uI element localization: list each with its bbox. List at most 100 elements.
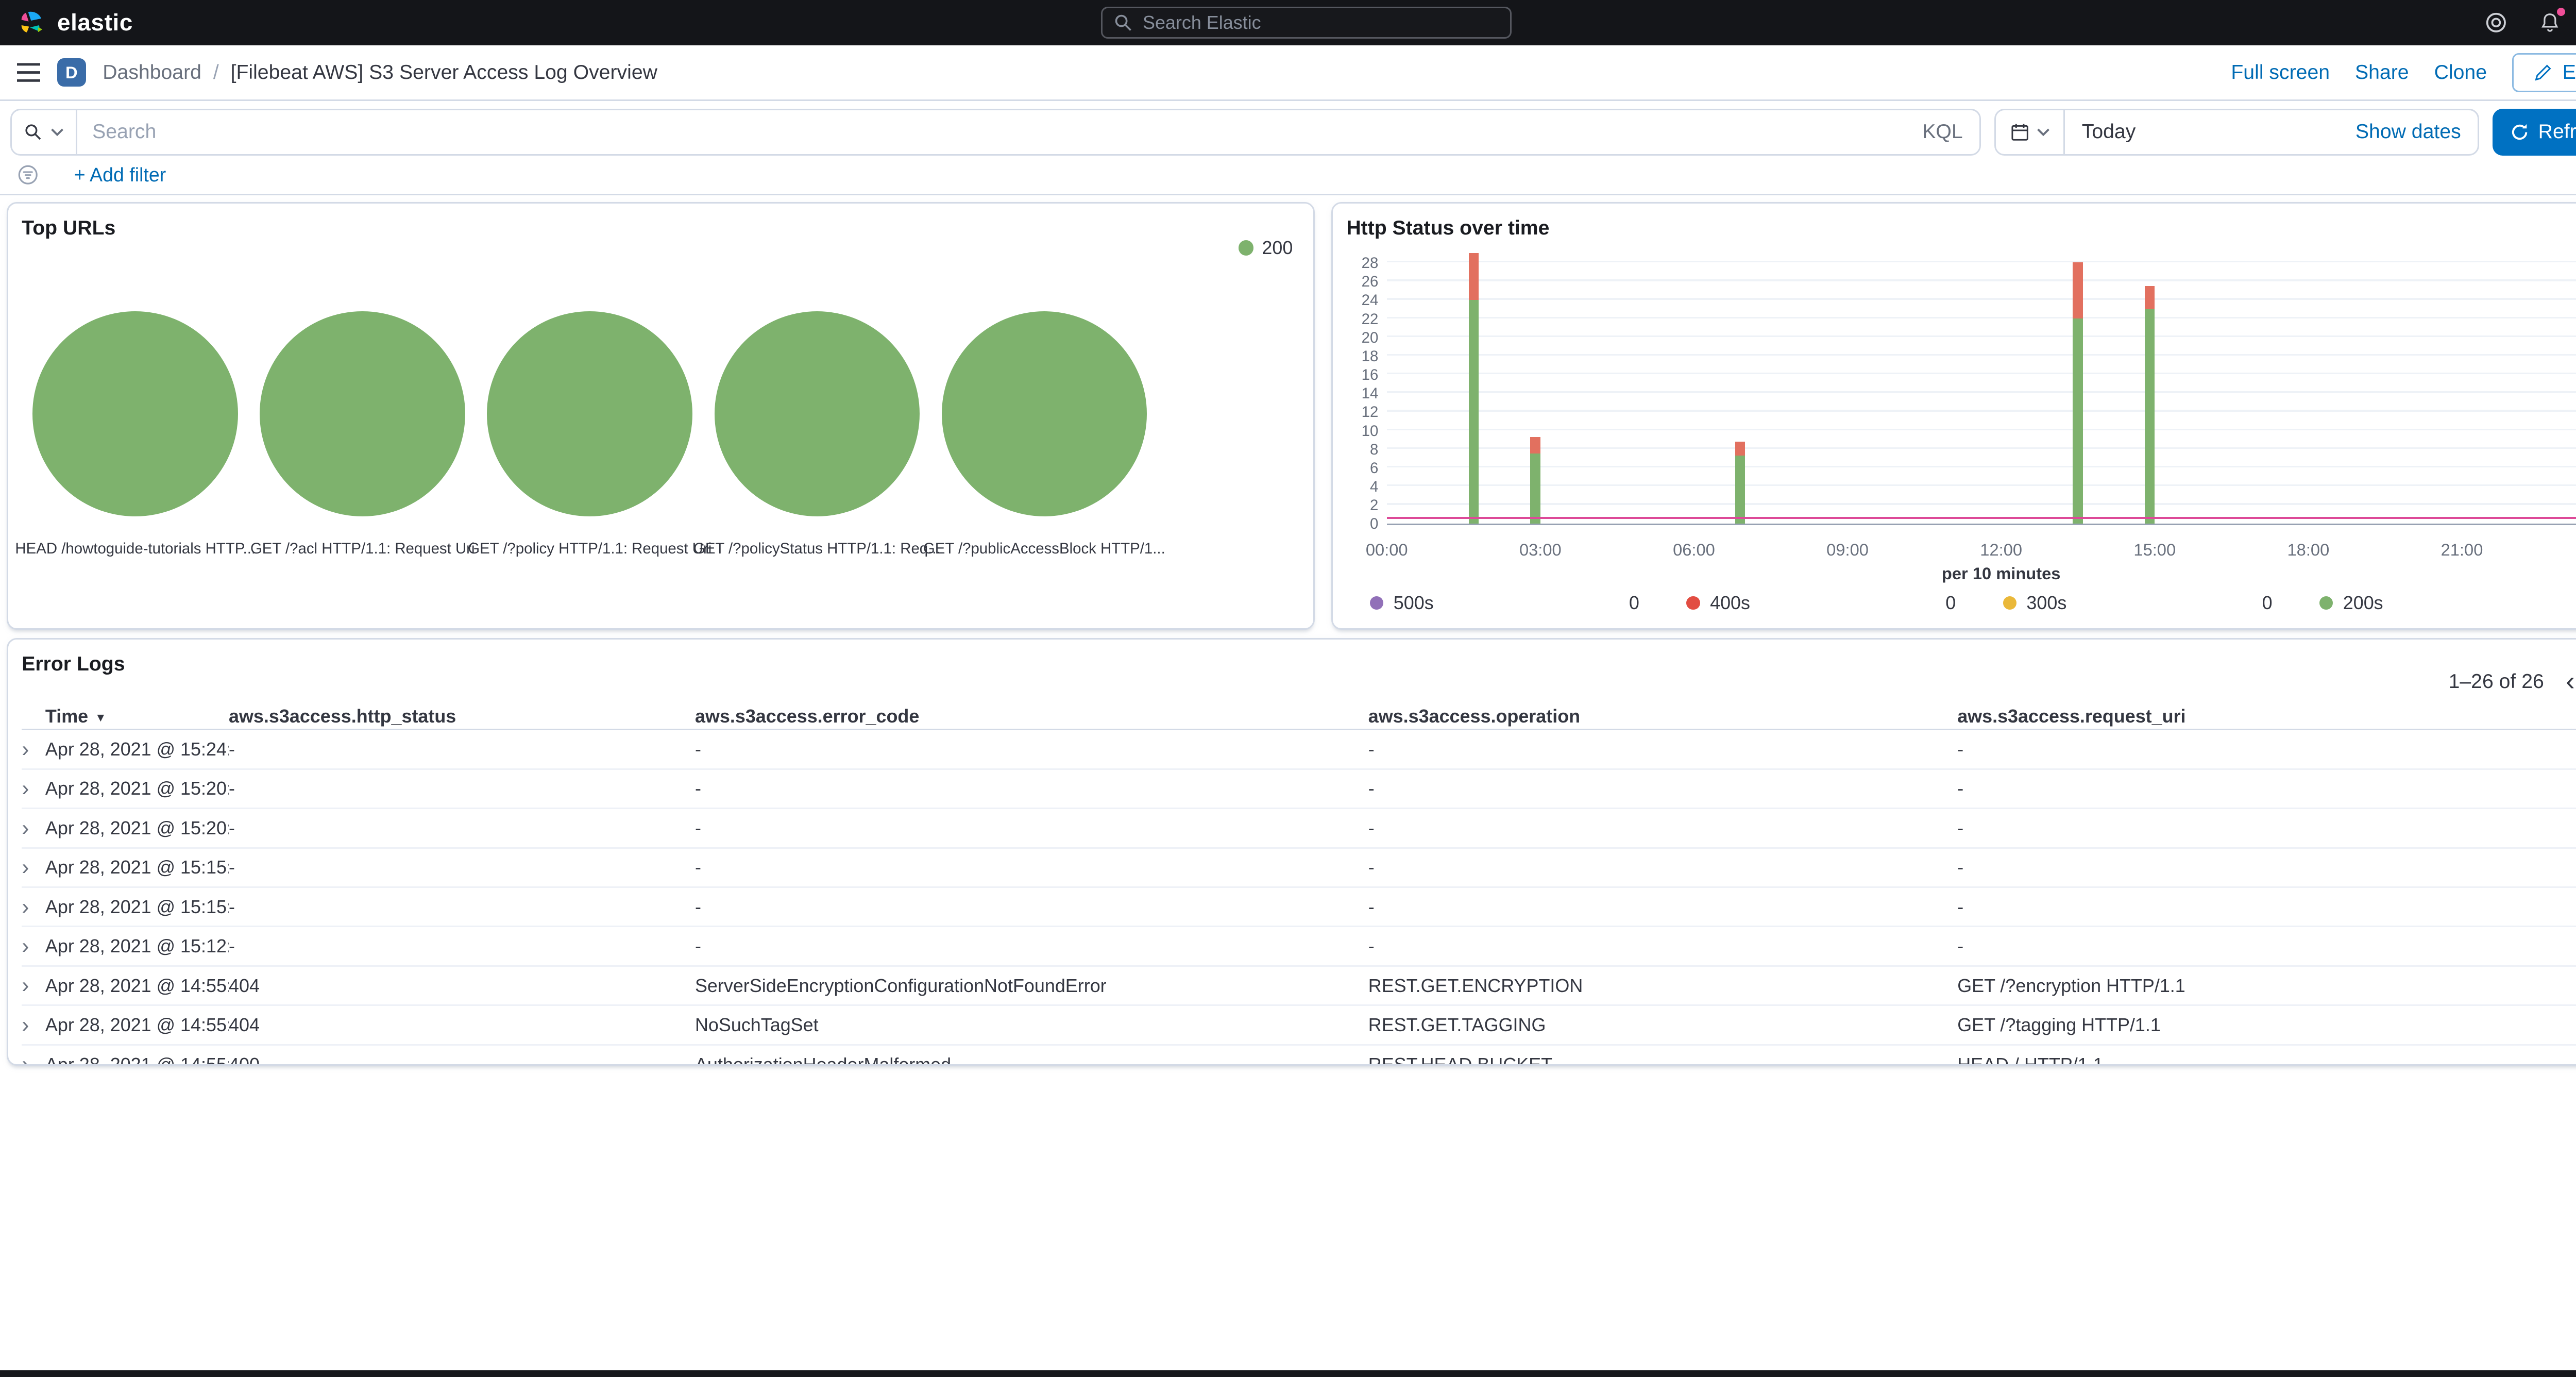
expand-row-icon[interactable]: ›	[22, 817, 29, 839]
bar-400s[interactable]	[2073, 262, 2083, 318]
column-header-1[interactable]: aws.s3access.http_status	[229, 705, 456, 727]
table-cell: Apr 28, 2021 @ 15:20:40.975	[45, 778, 229, 799]
y-tick-label: 10	[1361, 422, 1379, 440]
y-tick-label: 18	[1361, 347, 1379, 365]
saved-query-icon	[25, 124, 41, 140]
pie-slice-200[interactable]	[941, 311, 1147, 517]
expand-row-icon[interactable]: ›	[22, 857, 29, 879]
y-tick-label: 22	[1361, 310, 1379, 328]
query-section: KQL Today Show dates Refresh	[0, 101, 2576, 195]
table-cell: HEAD / HTTP/1.1	[1957, 1053, 2104, 1066]
x-axis-label: per 10 minutes	[1941, 563, 2061, 583]
bar-400s[interactable]	[1735, 441, 1745, 456]
x-tick-label: 18:00	[2287, 540, 2330, 560]
table-cell: AuthorizationHeaderMalformed	[694, 1053, 952, 1066]
notification-badge	[2556, 7, 2565, 16]
legend-label: 200	[1262, 237, 1293, 259]
expand-row-icon[interactable]: ›	[22, 975, 29, 997]
elastic-home-link[interactable]: elastic	[17, 8, 133, 37]
full-screen-button[interactable]: Full screen	[2231, 61, 2330, 83]
pie-label: GET /?acl HTTP/1.1: Request Uri	[250, 540, 475, 558]
bar-400s[interactable]	[1468, 253, 1479, 300]
legend-value: 0	[1945, 592, 1956, 614]
expand-row-icon[interactable]: ›	[22, 1053, 45, 1064]
refresh-button-label: Refresh	[2538, 121, 2576, 143]
menu-hamburger-icon[interactable]	[16, 62, 41, 82]
bar-200s[interactable]	[1468, 299, 1479, 524]
column-header-2[interactable]: aws.s3access.error_code	[694, 705, 920, 727]
legend-item-300s[interactable]: 300s 0	[1979, 592, 2296, 614]
legend-dot	[1686, 596, 1700, 610]
legend-dot	[2319, 596, 2333, 610]
expand-row-icon[interactable]: ›	[22, 1014, 29, 1036]
add-filter-button[interactable]: + Add filter	[74, 164, 166, 186]
pagination-label: 1–26 of 26	[2448, 670, 2544, 693]
pie-slice-200[interactable]	[714, 311, 920, 517]
breadcrumb-dashboard[interactable]: Dashboard	[103, 61, 201, 83]
prev-page-button[interactable]: ‹	[2566, 666, 2575, 697]
pie-label: GET /?publicAccessBlock HTTP/1...	[923, 540, 1165, 558]
help-icon[interactable]	[2481, 8, 2512, 38]
table-cell: -	[694, 857, 701, 878]
table-cell: -	[1368, 817, 1375, 838]
breadcrumb: Dashboard / [Filebeat AWS] S3 Server Acc…	[103, 61, 657, 84]
legend-item-200[interactable]: 200	[1238, 237, 1293, 259]
kql-language-button[interactable]: KQL	[1922, 121, 1963, 143]
bar-400s[interactable]	[2144, 286, 2155, 309]
column-header-0[interactable]: Time ▼	[45, 705, 107, 727]
table-cell: -	[694, 738, 701, 760]
bar-200s[interactable]	[1735, 455, 1745, 524]
edit-button[interactable]: Edit	[2512, 53, 2576, 92]
pie-chart-1: GET /?acl HTTP/1.1: Request Uri	[249, 311, 476, 558]
global-search-input[interactable]	[1142, 12, 1498, 34]
global-search-box[interactable]	[1100, 7, 1512, 39]
legend-value: 0	[1629, 592, 1639, 614]
gridline	[1386, 465, 2576, 468]
column-header-3[interactable]: aws.s3access.operation	[1368, 705, 1581, 727]
legend-item-200s[interactable]: 200s0	[2296, 592, 2576, 614]
x-tick-label: 12:00	[1980, 540, 2023, 560]
y-tick-label: 26	[1361, 273, 1379, 291]
panel-title: Top URLs	[22, 216, 116, 239]
share-button[interactable]: Share	[2355, 61, 2409, 83]
time-range-value[interactable]: Today	[2081, 121, 2136, 143]
space-avatar[interactable]: D	[57, 58, 86, 87]
date-quick-select-button[interactable]	[1996, 110, 2065, 155]
clone-button[interactable]: Clone	[2434, 61, 2487, 83]
expand-row-icon[interactable]: ›	[22, 738, 29, 761]
notifications-bell-icon[interactable]	[2535, 7, 2565, 38]
refresh-icon	[2512, 124, 2528, 140]
expand-row-icon[interactable]: ›	[22, 896, 29, 918]
pie-chart-2: GET /?policy HTTP/1.1: Request Uri	[468, 311, 711, 558]
legend-dot	[1370, 596, 1384, 610]
bar-200s[interactable]	[2144, 309, 2155, 524]
pie-slice-200[interactable]	[487, 311, 693, 517]
http-status-y-axis: 0 2 4 6 8 10 12 14 16 18 20 22 24 26 28	[1346, 256, 1383, 532]
bar-200s[interactable]	[1530, 454, 1540, 524]
expand-row-icon[interactable]: ›	[22, 935, 29, 958]
pie-slice-200[interactable]	[32, 311, 238, 517]
page-title: [Filebeat AWS] S3 Server Access Log Over…	[230, 61, 657, 83]
column-header-4[interactable]: aws.s3access.request_uri	[1957, 705, 2186, 727]
expand-row-icon[interactable]: ›	[22, 778, 29, 800]
query-search-input[interactable]	[77, 121, 1906, 144]
table-cell: Apr 28, 2021 @ 15:20:40.975	[45, 817, 229, 838]
legend-item-500s[interactable]: 500s 0	[1346, 592, 1663, 614]
table-cell: GET /?encryption HTTP/1.1	[1957, 975, 2185, 996]
show-dates-button[interactable]: Show dates	[2355, 121, 2461, 143]
pencil-icon	[2535, 64, 2551, 81]
refresh-button[interactable]: Refresh	[2493, 108, 2576, 156]
table-cell: 404	[229, 975, 260, 996]
legend-label: 200s	[2343, 592, 2383, 614]
legend-label: 400s	[1710, 592, 1750, 614]
pie-slice-200[interactable]	[260, 311, 466, 517]
saved-query-menu-button[interactable]	[12, 110, 77, 155]
legend-item-400s[interactable]: 400s 0	[1663, 592, 1979, 614]
bar-200s[interactable]	[2073, 318, 2083, 524]
gridline	[1386, 373, 2576, 375]
filter-options-icon[interactable]	[17, 164, 39, 186]
taskbar-edge	[0, 1370, 2576, 1377]
http-status-legend: 500s 0 400s 0 300s 0 200s0	[1346, 592, 2576, 614]
bar-400s[interactable]	[1530, 436, 1540, 454]
